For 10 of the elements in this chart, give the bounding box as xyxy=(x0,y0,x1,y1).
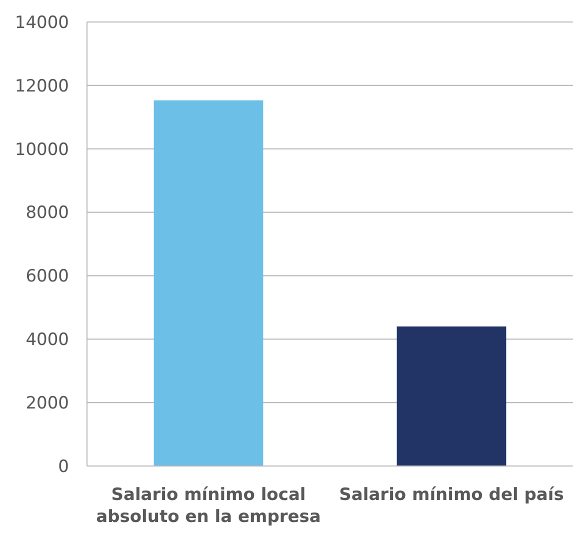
x-tick-label: Salario mínimo del país xyxy=(339,485,564,505)
y-tick-label: 12000 xyxy=(14,76,69,96)
y-tick-label: 0 xyxy=(58,456,69,477)
y-tick-label: 6000 xyxy=(26,266,69,287)
y-tick-label: 2000 xyxy=(26,394,69,414)
y-tick-label: 10000 xyxy=(14,140,69,160)
x-tick-label: Salario mínimo local absoluto en la empresa xyxy=(96,485,321,527)
y-tick-label: 14000 xyxy=(14,12,69,33)
y-tick-label: 8000 xyxy=(26,203,69,224)
y-tick-label: 4000 xyxy=(26,330,69,350)
